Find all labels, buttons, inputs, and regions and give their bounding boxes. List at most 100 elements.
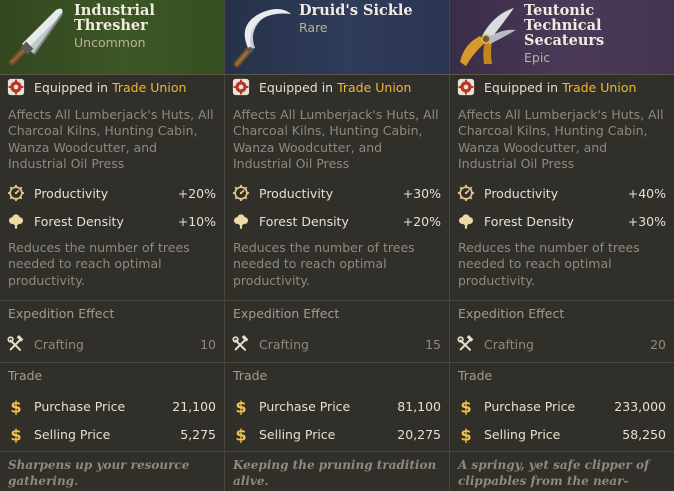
equipped-row: Equipped in Trade Union [0, 77, 224, 97]
divider [0, 362, 224, 363]
selling-price-label: Selling Price [484, 426, 561, 442]
crafting-row: Crafting 15 [225, 334, 449, 354]
effect-description: Reduces the number of trees needed to re… [233, 240, 415, 288]
trade-section-title: Trade [233, 368, 268, 383]
divider [225, 300, 449, 301]
forest-density-value: +30% [627, 213, 666, 229]
dollar-icon [232, 425, 250, 443]
productivity-row: Productivity +30% [225, 183, 449, 203]
trade-section-title: Trade [8, 368, 43, 383]
equipped-prefix: Equipped in [34, 79, 109, 95]
item-rarity: Uncommon [74, 35, 146, 50]
flavor-text: Keeping the pruning tradition alive. [233, 458, 437, 488]
crafting-label: Crafting [259, 336, 309, 352]
item-name: Druid's Sickle [299, 2, 413, 19]
item-card-druids-sickle[interactable]: Druid's Sickle Rare Equipped in Trade Un… [224, 0, 449, 491]
hammer-wrench-icon [457, 335, 475, 353]
expedition-section-title: Expedition Effect [458, 306, 565, 321]
divider [450, 451, 674, 452]
purchase-price-label: Purchase Price [484, 398, 576, 414]
selling-price-value: 20,275 [397, 426, 441, 442]
selling-price-row: Selling Price 5,275 [0, 424, 224, 444]
effect-description: Reduces the number of trees needed to re… [8, 240, 190, 288]
productivity-row: Productivity +40% [450, 183, 674, 203]
crafting-value: 15 [425, 336, 441, 352]
productivity-value: +20% [177, 185, 216, 201]
item-name: Teutonic Technical Secateurs [524, 2, 605, 49]
sickle-icon [233, 9, 291, 68]
equipped-prefix: Equipped in [259, 79, 334, 95]
crafting-value: 10 [200, 336, 216, 352]
crafting-row: Crafting 20 [450, 334, 674, 354]
effect-description: Reduces the number of trees needed to re… [458, 240, 640, 288]
equipped-row: Equipped in Trade Union [450, 77, 674, 97]
purchase-price-label: Purchase Price [259, 398, 351, 414]
trade-union-cog-icon [232, 78, 250, 96]
purchase-price-row: Purchase Price 21,100 [0, 396, 224, 416]
forest-density-label: Forest Density [259, 213, 349, 229]
forest-density-row: Forest Density +30% [450, 211, 674, 231]
forest-density-label: Forest Density [484, 213, 574, 229]
selling-price-label: Selling Price [259, 426, 336, 442]
thresher-blade-icon [8, 8, 63, 66]
divider [225, 451, 449, 452]
flavor-text: A springy, yet safe clipper of clippable… [458, 458, 650, 491]
forest-density-value: +10% [177, 213, 216, 229]
equipped-place: Trade Union [337, 79, 412, 95]
cog-gauge-icon [232, 184, 250, 202]
productivity-label: Productivity [484, 185, 559, 201]
purchase-price-label: Purchase Price [34, 398, 126, 414]
forest-density-row: Forest Density +20% [225, 211, 449, 231]
selling-price-value: 5,275 [180, 426, 216, 442]
divider [450, 300, 674, 301]
expedition-section-title: Expedition Effect [233, 306, 340, 321]
purchase-price-value: 233,000 [614, 398, 666, 414]
divider [225, 362, 449, 363]
tree-icon [232, 212, 250, 230]
divider [0, 451, 224, 452]
affects-text: Affects All Lumberjack's Huts, All Charc… [8, 107, 214, 171]
equipped-prefix: Equipped in [484, 79, 559, 95]
item-card-teutonic-technical-secateurs[interactable]: Teutonic Technical Secateurs Epic Equipp… [449, 0, 674, 491]
dollar-icon [457, 397, 475, 415]
item-header: Teutonic Technical Secateurs Epic [450, 0, 674, 75]
productivity-value: +40% [627, 185, 666, 201]
trade-union-cog-icon [457, 78, 475, 96]
trade-section-title: Trade [458, 368, 493, 383]
item-name: Industrial Thresher [74, 2, 155, 34]
crafting-label: Crafting [34, 336, 84, 352]
divider [450, 362, 674, 363]
trade-union-cog-icon [7, 78, 25, 96]
dollar-icon [7, 397, 25, 415]
purchase-price-row: Purchase Price 233,000 [450, 396, 674, 416]
hammer-wrench-icon [7, 335, 25, 353]
cog-gauge-icon [7, 184, 25, 202]
purchase-price-value: 81,100 [397, 398, 441, 414]
divider [0, 300, 224, 301]
cog-gauge-icon [457, 184, 475, 202]
equipped-row: Equipped in Trade Union [225, 77, 449, 97]
productivity-row: Productivity +20% [0, 183, 224, 203]
item-header: Druid's Sickle Rare [225, 0, 449, 75]
hammer-wrench-icon [232, 335, 250, 353]
forest-density-label: Forest Density [34, 213, 124, 229]
selling-price-value: 58,250 [622, 426, 666, 442]
tree-icon [457, 212, 475, 230]
expedition-section-title: Expedition Effect [8, 306, 115, 321]
productivity-label: Productivity [34, 185, 109, 201]
affects-text: Affects All Lumberjack's Huts, All Charc… [458, 107, 664, 171]
equipped-place: Trade Union [112, 79, 187, 95]
productivity-label: Productivity [259, 185, 334, 201]
item-header: Industrial Thresher Uncommon [0, 0, 224, 75]
forest-density-value: +20% [402, 213, 441, 229]
item-card-industrial-thresher[interactable]: Industrial Thresher Uncommon Equipped in… [0, 0, 224, 491]
purchase-price-value: 21,100 [172, 398, 216, 414]
crafting-value: 20 [650, 336, 666, 352]
flavor-text: Sharpens up your resource gathering. [8, 458, 190, 488]
item-rarity: Epic [524, 50, 551, 65]
selling-price-label: Selling Price [34, 426, 111, 442]
dollar-icon [232, 397, 250, 415]
crafting-label: Crafting [484, 336, 534, 352]
purchase-price-row: Purchase Price 81,100 [225, 396, 449, 416]
